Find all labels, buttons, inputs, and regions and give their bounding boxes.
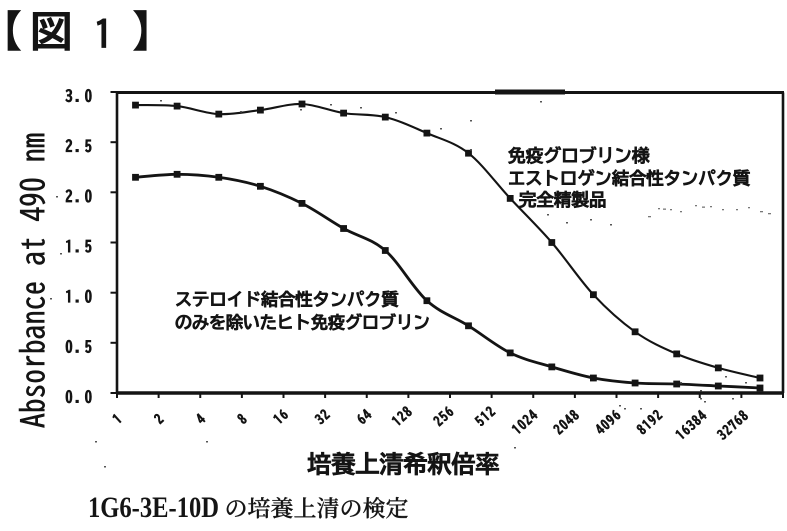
svg-text:1G6-3E-10D: 1G6-3E-10D [88,491,219,524]
